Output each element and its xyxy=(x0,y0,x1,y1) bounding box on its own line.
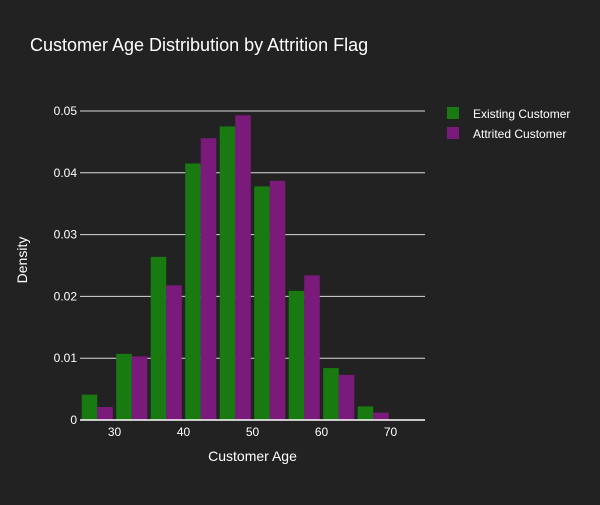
gridlines xyxy=(80,110,425,359)
bar-existing-customer xyxy=(150,256,167,420)
bars xyxy=(81,115,389,421)
y-tick-label: 0 xyxy=(70,413,77,427)
bar-attrited-customer xyxy=(200,138,217,420)
bar-attrited-customer xyxy=(97,407,113,420)
x-tick-label: 60 xyxy=(315,425,329,439)
x-tick-label: 30 xyxy=(108,425,122,439)
bar-attrited-customer xyxy=(131,356,148,420)
bar-existing-customer xyxy=(254,186,270,420)
bar-existing-customer xyxy=(323,368,339,420)
bar-attrited-customer xyxy=(166,285,182,420)
x-tick-label: 70 xyxy=(384,425,398,439)
bar-attrited-customer xyxy=(338,374,355,420)
legend-item-attrited-customer[interactable]: Attrited Customer xyxy=(447,127,566,141)
legend-swatch-attrited-customer xyxy=(447,127,459,139)
bar-existing-customer xyxy=(116,353,132,420)
x-tick-label: 50 xyxy=(246,425,260,439)
bar-existing-customer xyxy=(81,394,98,420)
x-tick-labels: 30 40 50 60 70 xyxy=(108,425,398,439)
y-tick-label: 0.03 xyxy=(54,228,78,242)
y-tick-label: 0.04 xyxy=(54,166,78,180)
bar-attrited-customer xyxy=(304,275,320,420)
y-tick-label: 0.02 xyxy=(54,289,78,303)
bar-attrited-customer xyxy=(373,412,389,420)
legend-item-existing-customer[interactable]: Existing Customer xyxy=(447,107,570,121)
x-axis-title: Customer Age xyxy=(208,448,297,464)
legend: Existing Customer Attrited Customer xyxy=(447,107,570,141)
chart-title: Customer Age Distribution by Attrition F… xyxy=(30,35,368,55)
bar-attrited-customer xyxy=(235,115,251,421)
legend-label-existing-customer: Existing Customer xyxy=(473,107,570,121)
y-tick-labels: 0 0.01 0.02 0.03 0.04 0.05 xyxy=(54,104,78,427)
legend-label-attrited-customer: Attrited Customer xyxy=(473,127,566,141)
legend-swatch-existing-customer xyxy=(447,107,459,119)
y-axis-title: Density xyxy=(14,237,30,284)
bar-existing-customer xyxy=(185,163,201,420)
y-tick-label: 0.05 xyxy=(54,104,78,118)
x-tick-label: 40 xyxy=(177,425,191,439)
bar-attrited-customer xyxy=(269,180,286,420)
bar-existing-customer xyxy=(288,290,305,420)
y-tick-label: 0.01 xyxy=(54,351,78,365)
bar-existing-customer xyxy=(219,126,236,420)
bar-existing-customer xyxy=(357,406,374,420)
